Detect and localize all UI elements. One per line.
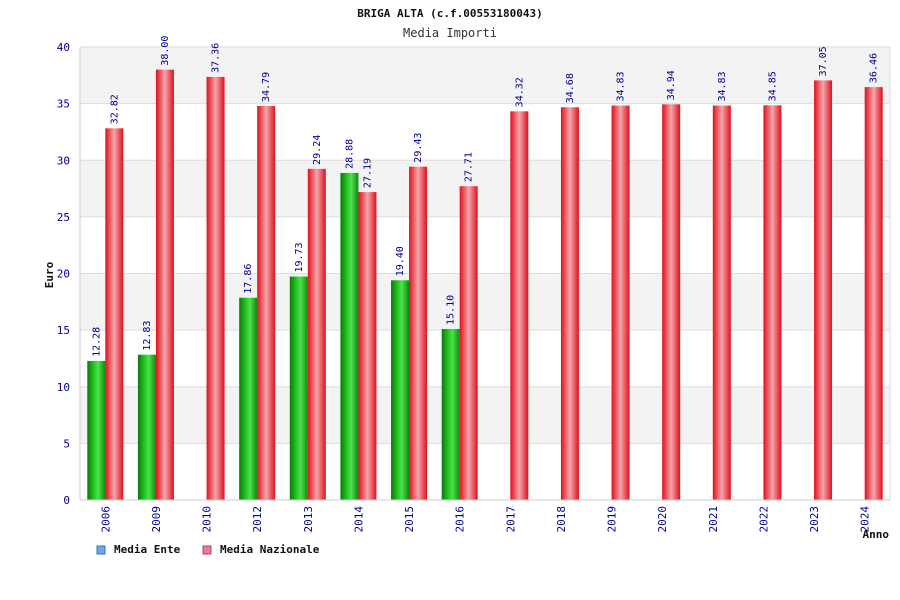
bar-media-ente <box>340 172 359 500</box>
bar-media-nazionale <box>105 128 124 500</box>
x-tick-label: 2009 <box>150 506 163 533</box>
x-tick-label: 2022 <box>757 506 770 533</box>
data-label: 34.32 <box>514 77 525 107</box>
bar-media-nazionale <box>763 105 782 500</box>
data-labels: 12.28 12.83 17.86 19.73 28.88 19.40 15.10 32.82… <box>91 36 879 357</box>
x-tick-label: 2021 <box>707 506 720 533</box>
data-label: 37.36 <box>211 43 222 73</box>
data-label: 34.94 <box>666 70 677 100</box>
data-label: 15.10 <box>446 295 457 325</box>
data-label: 19.73 <box>294 242 305 272</box>
data-label: 34.83 <box>616 71 627 101</box>
x-tick-label: 2010 <box>201 506 214 533</box>
legend-swatch-media-ente <box>96 545 106 555</box>
bar-media-ente <box>137 354 156 500</box>
legend-label-media-nazionale: Media Nazionale <box>220 543 320 556</box>
data-label: 12.28 <box>91 327 102 357</box>
data-label: 38.00 <box>160 36 171 66</box>
x-tick-label: 2018 <box>555 506 568 533</box>
data-label: 27.71 <box>464 152 475 182</box>
data-label: 28.88 <box>344 139 355 169</box>
bar-media-ente <box>289 276 308 500</box>
x-tick-label: 2017 <box>504 506 517 533</box>
bar-media-nazionale <box>814 80 833 500</box>
bar-media-nazionale <box>409 166 428 500</box>
data-label: 19.40 <box>395 246 406 276</box>
x-tick-label: 2012 <box>251 506 264 533</box>
x-axis-ticks: 2006 2009 2010 2012 2013 2014 2015 2016 2017 2018… <box>99 506 871 533</box>
bar-media-nazionale <box>257 106 276 501</box>
bars <box>87 69 883 501</box>
bar-media-ente <box>239 297 258 500</box>
y-tick-label: 30 <box>57 154 70 167</box>
x-tick-label: 2013 <box>302 506 315 533</box>
y-tick-label: 5 <box>63 437 70 450</box>
bar-media-nazionale <box>712 105 731 501</box>
x-tick-label: 2016 <box>454 506 467 533</box>
data-label: 34.85 <box>767 71 778 101</box>
bar-media-nazionale <box>560 107 579 501</box>
y-tick-label: 25 <box>57 211 70 224</box>
chart-title: BRIGA ALTA (c.f.00553180043) <box>357 7 542 20</box>
bar-media-ente <box>441 328 460 500</box>
data-label: 29.43 <box>413 133 424 163</box>
bar-media-nazionale <box>206 76 225 500</box>
data-label: 17.86 <box>243 264 254 294</box>
data-label: 32.82 <box>109 94 120 124</box>
chart-subtitle: Media Importi <box>403 26 497 40</box>
data-label: 34.68 <box>565 73 576 103</box>
bar-media-ente <box>87 360 106 500</box>
x-tick-label: 2023 <box>808 506 821 533</box>
data-label: 27.19 <box>362 158 373 188</box>
y-tick-label: 20 <box>57 268 70 281</box>
x-axis-label: Anno <box>863 528 890 541</box>
bar-media-nazionale <box>662 104 681 500</box>
x-tick-label: 2006 <box>99 506 112 533</box>
y-tick-label: 35 <box>57 98 70 111</box>
data-label: 29.24 <box>312 135 323 165</box>
legend-swatch-media-nazionale <box>202 545 212 555</box>
y-axis-label: Euro <box>43 261 56 288</box>
bar-media-nazionale <box>155 69 174 501</box>
x-tick-label: 2014 <box>352 506 365 533</box>
y-tick-label: 0 <box>63 494 70 507</box>
data-label: 37.05 <box>818 46 829 76</box>
y-axis-ticks: 0 5 10 15 20 25 30 35 40 <box>57 41 70 507</box>
data-label: 34.83 <box>717 71 728 101</box>
data-label: 36.46 <box>869 53 880 83</box>
bar-media-nazionale <box>459 186 478 500</box>
y-tick-label: 40 <box>57 41 70 54</box>
x-tick-label: 2024 <box>859 506 872 533</box>
bar-media-nazionale <box>864 87 883 500</box>
legend-label-media-ente: Media Ente <box>114 543 181 556</box>
data-label: 12.83 <box>142 321 153 351</box>
bar-media-nazionale <box>510 111 529 501</box>
bar-media-nazionale <box>358 192 377 501</box>
x-tick-label: 2020 <box>656 506 669 533</box>
x-tick-label: 2015 <box>403 506 416 533</box>
bar-media-nazionale <box>307 168 326 500</box>
x-tick-label: 2019 <box>606 506 619 533</box>
legend: Media Ente Media Nazionale <box>96 543 320 556</box>
y-tick-label: 10 <box>57 381 70 394</box>
data-label: 34.79 <box>261 72 272 102</box>
bar-media-nazionale <box>611 105 630 501</box>
bar-media-ente <box>391 280 410 500</box>
y-tick-label: 15 <box>57 324 70 337</box>
